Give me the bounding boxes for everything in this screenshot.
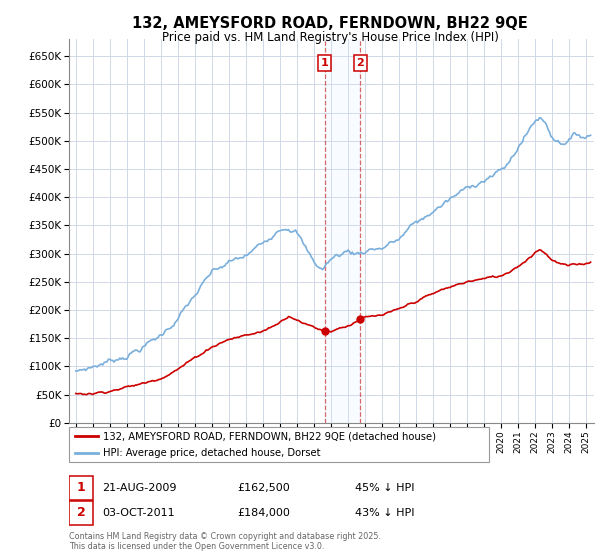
Text: 21-AUG-2009: 21-AUG-2009 [102,483,176,493]
Text: 1: 1 [77,481,86,494]
Text: £184,000: £184,000 [238,508,290,518]
Text: 03-OCT-2011: 03-OCT-2011 [102,508,175,518]
Text: £162,500: £162,500 [238,483,290,493]
Text: 132, AMEYSFORD ROAD, FERNDOWN, BH22 9QE (detached house): 132, AMEYSFORD ROAD, FERNDOWN, BH22 9QE … [103,431,436,441]
FancyBboxPatch shape [69,475,94,500]
Text: Price paid vs. HM Land Registry's House Price Index (HPI): Price paid vs. HM Land Registry's House … [161,31,499,44]
Text: 132, AMEYSFORD ROAD, FERNDOWN, BH22 9QE: 132, AMEYSFORD ROAD, FERNDOWN, BH22 9QE [132,16,528,31]
FancyBboxPatch shape [69,427,489,462]
Text: 2: 2 [77,506,86,520]
Text: HPI: Average price, detached house, Dorset: HPI: Average price, detached house, Dors… [103,448,320,458]
Text: 43% ↓ HPI: 43% ↓ HPI [355,508,414,518]
Text: 1: 1 [320,58,328,68]
Bar [325,39,361,423]
Text: Contains HM Land Registry data © Crown copyright and database right 2025.
This d: Contains HM Land Registry data © Crown c… [69,532,381,552]
Text: 45% ↓ HPI: 45% ↓ HPI [355,483,414,493]
FancyBboxPatch shape [69,501,94,525]
Text: 2: 2 [356,58,364,68]
